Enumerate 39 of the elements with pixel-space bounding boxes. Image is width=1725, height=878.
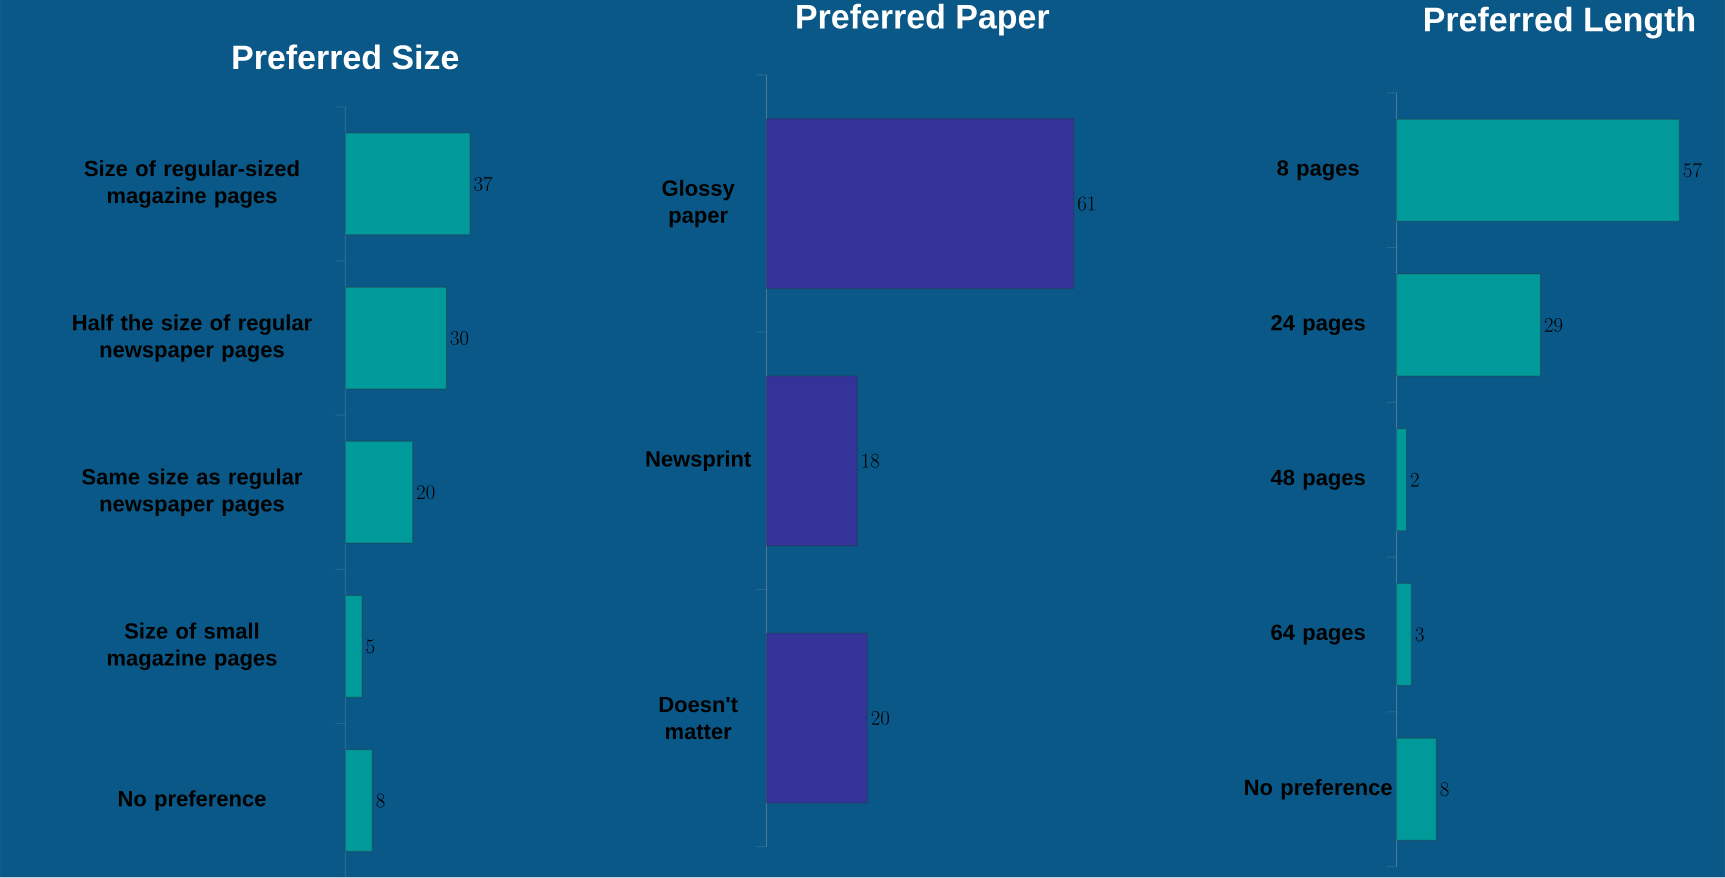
y-tick-label: 48 pages [1270, 469, 1365, 490]
chart-title: Preferred Paper [797, 3, 1050, 36]
bar [1396, 738, 1437, 841]
y-tick-label: No preference [118, 790, 266, 811]
chart-title: Preferred Length [1424, 6, 1695, 39]
bar [345, 595, 363, 698]
data-label: 30 [450, 331, 469, 346]
bar [1396, 119, 1680, 222]
data-label: 2 [1410, 472, 1419, 487]
bar [345, 441, 413, 544]
bar [345, 749, 373, 852]
data-label: 5 [366, 639, 375, 654]
y-tick-label: Glossy paper [662, 180, 735, 228]
data-label: 37 [474, 176, 493, 192]
bar [345, 133, 471, 236]
data-label: 61 [1078, 196, 1095, 211]
data-label: 8 [1440, 782, 1449, 797]
bar [1396, 583, 1412, 686]
y-tick-label: Half the size of regular newspaper pages [73, 314, 312, 363]
data-label: 29 [1544, 318, 1563, 333]
bar [345, 287, 447, 390]
data-label: 20 [417, 485, 435, 500]
data-label: 3 [1415, 627, 1424, 642]
data-label: 8 [376, 793, 385, 808]
y-tick-label: 8 pages [1277, 160, 1359, 181]
y-tick-label: Size of regular-sized magazine pages [84, 160, 299, 208]
y-tick-label: Size of small magazine pages [107, 622, 277, 671]
bar [1396, 428, 1407, 532]
y-tick-label: 24 pages [1271, 315, 1365, 336]
y-tick-label: Same size as regular newspaper pages [82, 468, 303, 517]
data-label: 20 [871, 711, 889, 726]
y-tick-label: No preference [1245, 779, 1392, 800]
y-tick-label: 64 pages [1271, 624, 1365, 645]
chart-title: Preferred Size [233, 44, 459, 70]
bar [1396, 273, 1541, 377]
data-label: 18 [862, 453, 880, 468]
y-tick-label: Newsprint [646, 450, 751, 472]
y-tick-label: Doesn't matter [659, 697, 738, 740]
data-label: 57 [1683, 163, 1702, 178]
